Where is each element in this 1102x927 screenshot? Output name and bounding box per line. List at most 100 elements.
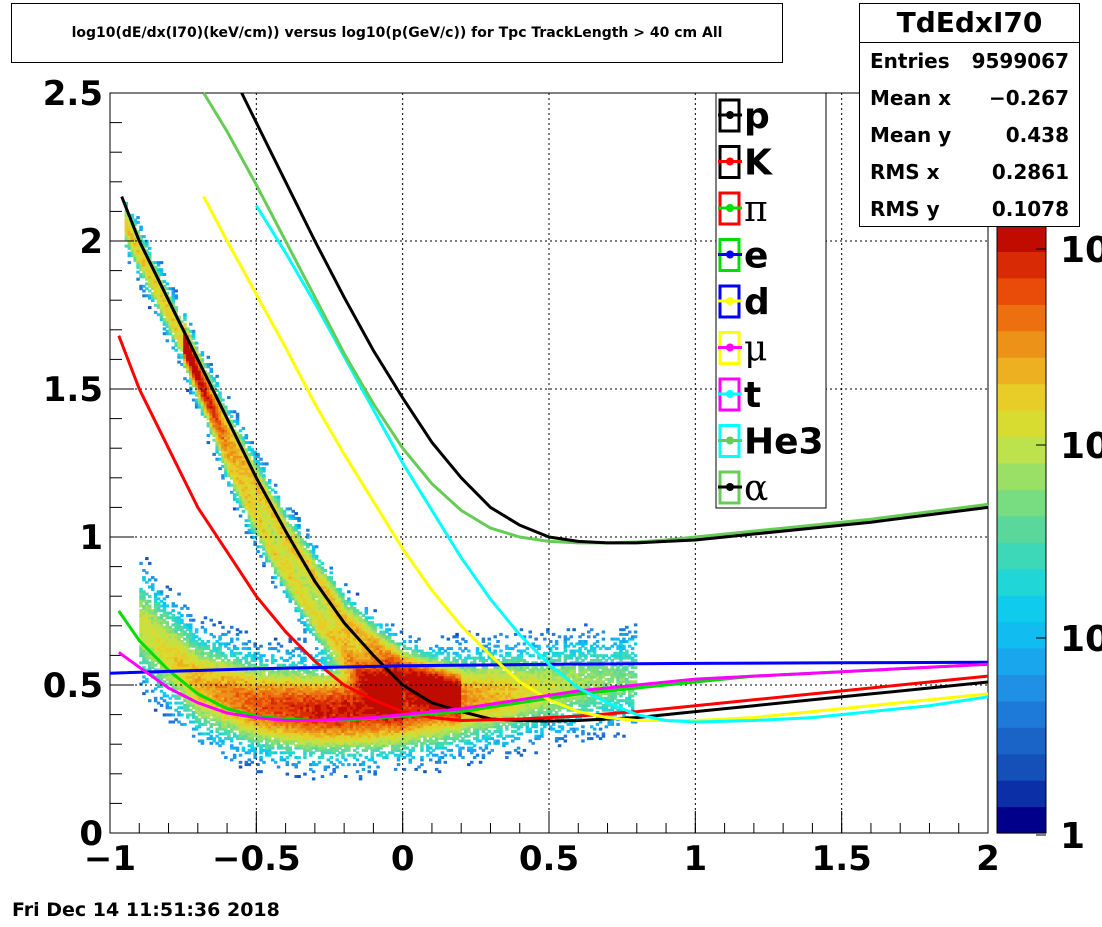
heatmap-cell <box>191 711 196 714</box>
heatmap-cell <box>250 483 254 487</box>
heatmap-cell <box>162 604 167 608</box>
heatmap-cell <box>350 725 354 729</box>
heatmap-cell <box>165 656 170 660</box>
heatmap-cell <box>276 680 281 684</box>
heatmap-cell <box>145 571 149 575</box>
heatmap-cell <box>151 649 155 653</box>
heatmap-cell <box>241 441 246 445</box>
heatmap-cell <box>347 734 351 738</box>
heatmap-cell <box>218 635 222 639</box>
heatmap-cell <box>241 734 246 738</box>
heatmap-cell <box>303 687 307 691</box>
heatmap-cell <box>153 696 158 700</box>
heatmap-cell <box>265 675 269 679</box>
heatmap-cell <box>148 644 152 648</box>
heatmap-cell <box>162 322 167 326</box>
heatmap-cell <box>206 670 211 674</box>
heatmap-cell <box>250 734 254 738</box>
heatmap-cell <box>247 673 252 677</box>
heatmap-cell <box>344 758 348 762</box>
heatmap-cell <box>311 706 316 710</box>
heatmap-cell <box>332 708 336 712</box>
heatmap-cell <box>338 670 342 674</box>
heatmap-cell <box>206 410 211 414</box>
heatmap-cell <box>224 438 228 442</box>
heatmap-cell <box>311 621 316 625</box>
heatmap-cell <box>232 756 237 759</box>
heatmap-cell <box>329 659 333 662</box>
heatmap-cell <box>247 488 252 492</box>
heatmap-cell <box>271 647 275 651</box>
heatmap-cell <box>189 379 193 383</box>
heatmap-cell <box>347 656 351 660</box>
heatmap-cell <box>341 623 345 627</box>
heatmap-cell <box>145 606 149 610</box>
heatmap-cell <box>279 680 284 684</box>
heatmap-cell <box>320 578 325 582</box>
heatmap-cell <box>311 632 316 636</box>
heatmap-cell <box>329 578 333 582</box>
heatmap-cell <box>153 609 158 613</box>
heatmap-cell <box>153 708 158 712</box>
heatmap-cell <box>285 557 290 561</box>
heatmap-cell <box>232 479 237 482</box>
heatmap-cell <box>303 609 307 613</box>
heatmap-cell <box>282 576 287 580</box>
heatmap-cell <box>288 737 292 741</box>
heatmap-cell <box>259 706 263 710</box>
heatmap-cell <box>165 673 170 677</box>
heatmap-cell <box>221 713 225 717</box>
heatmap-cell <box>174 656 178 660</box>
heatmap-cell <box>294 576 298 580</box>
heatmap-cell <box>300 583 304 587</box>
heatmap-cell <box>253 495 257 499</box>
heatmap-cell <box>259 696 263 700</box>
heatmap-cell <box>271 656 275 660</box>
heatmap-cell <box>191 334 196 338</box>
heatmap-cell <box>323 708 328 712</box>
heatmap-cell <box>323 744 328 748</box>
heatmap-cell <box>218 410 222 414</box>
heatmap-cell <box>323 748 328 752</box>
heatmap-cell <box>130 228 134 231</box>
heatmap-cell <box>153 294 158 298</box>
heatmap-cell <box>209 677 213 681</box>
heatmap-cell <box>224 722 228 726</box>
heatmap-cell <box>159 628 164 632</box>
heatmap-cell <box>194 630 199 634</box>
heatmap-cell <box>145 668 149 672</box>
heatmap-cell <box>230 675 234 679</box>
heatmap-cell <box>285 748 290 752</box>
heatmap-cell <box>224 673 228 677</box>
heatmap-cell <box>235 471 240 475</box>
heatmap-cell <box>206 727 211 731</box>
heatmap-cell <box>323 599 328 603</box>
heatmap-cell <box>288 599 292 603</box>
heatmap-cell <box>329 696 333 700</box>
heatmap-cell <box>332 715 336 719</box>
heatmap-cell <box>253 711 257 714</box>
heatmap-cell <box>171 291 175 295</box>
heatmap-cell <box>165 611 170 615</box>
heatmap-cell <box>177 666 181 670</box>
heatmap-cell <box>273 524 278 527</box>
heatmap-cell <box>262 670 266 674</box>
heatmap-cell <box>332 706 336 710</box>
heatmap-cell <box>206 732 211 736</box>
heatmap-cell <box>285 526 290 530</box>
heatmap-cell <box>314 689 319 693</box>
heatmap-cell <box>311 583 316 587</box>
heatmap-cell <box>203 670 208 674</box>
heatmap-cell <box>311 585 316 589</box>
heatmap-cell <box>171 656 175 660</box>
heatmap-cell <box>238 687 243 691</box>
heatmap-cell <box>309 580 313 584</box>
heatmap-cell <box>259 507 263 511</box>
heatmap-cell <box>253 452 257 456</box>
heatmap-cell <box>221 457 225 461</box>
heatmap-cell <box>230 438 234 442</box>
heatmap-cell <box>323 642 328 646</box>
heatmap-cell <box>183 659 187 662</box>
heatmap-cell <box>212 661 216 665</box>
